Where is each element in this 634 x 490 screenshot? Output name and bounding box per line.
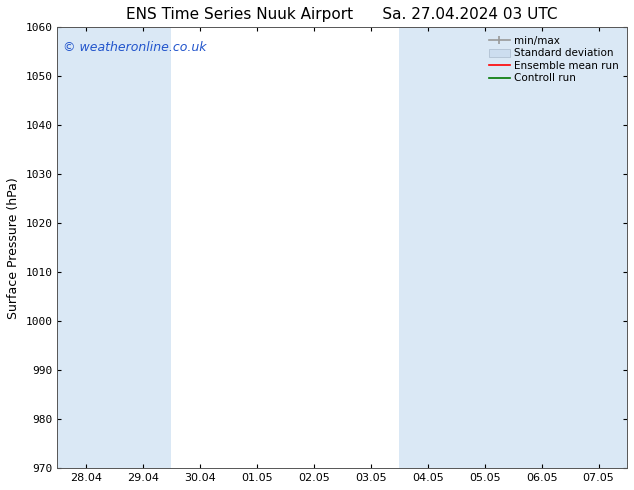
Bar — [57, 27, 171, 468]
Bar — [513, 27, 627, 468]
Text: © weatheronline.co.uk: © weatheronline.co.uk — [63, 41, 207, 53]
Legend: min/max, Standard deviation, Ensemble mean run, Controll run: min/max, Standard deviation, Ensemble me… — [486, 32, 622, 87]
Bar — [399, 27, 513, 468]
Y-axis label: Surface Pressure (hPa): Surface Pressure (hPa) — [7, 177, 20, 318]
Title: ENS Time Series Nuuk Airport      Sa. 27.04.2024 03 UTC: ENS Time Series Nuuk Airport Sa. 27.04.2… — [126, 7, 558, 22]
